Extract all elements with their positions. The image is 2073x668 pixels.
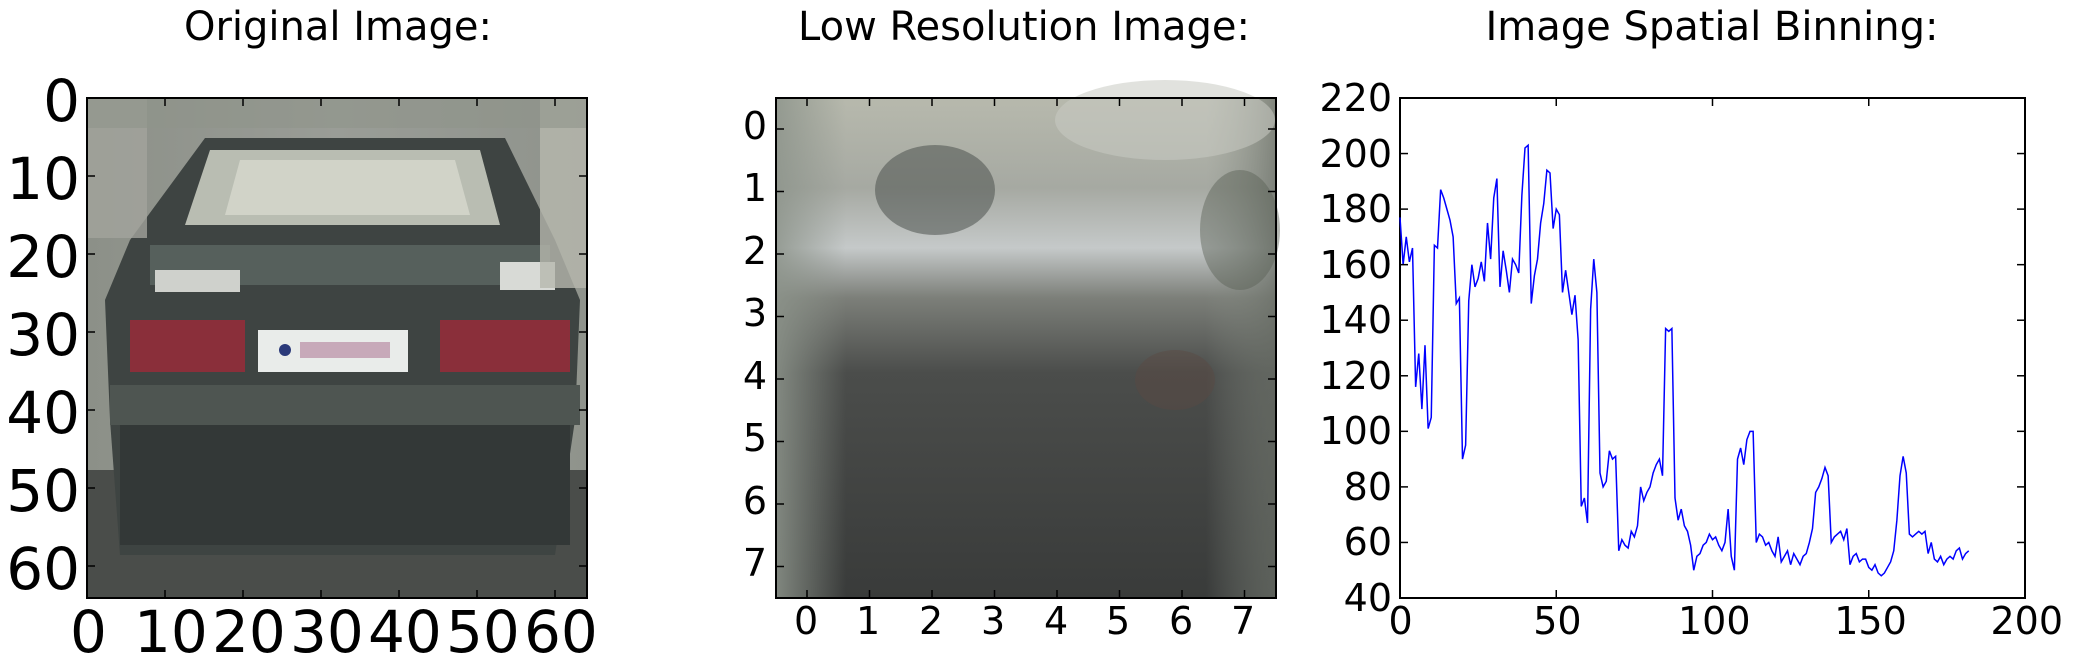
- lowres-y-tick: 1: [742, 166, 767, 210]
- lowres-y-tick: 7: [742, 541, 767, 585]
- lowres-x-tick: 7: [1231, 599, 1256, 643]
- spatial-binning-frame: [1399, 97, 2026, 599]
- image-tick-marks: [86, 97, 2026, 599]
- original-x-tick: 40: [368, 598, 442, 666]
- lowres-x-tick: 3: [981, 599, 1006, 643]
- spatial-binning-title: Image Spatial Binning:: [1485, 4, 1939, 50]
- binning-y-tick: 60: [1343, 520, 1392, 565]
- original-image: [87, 98, 587, 598]
- binning-x-tick: 150: [1834, 599, 1907, 643]
- lowres-y-tick: 0: [742, 104, 767, 148]
- original-y-tick: 30: [6, 301, 80, 369]
- binning-y-tick: 40: [1343, 576, 1392, 620]
- binning-x-tick: 50: [1533, 599, 1582, 643]
- series-line: [1399, 143, 1970, 577]
- original-x-tick: 20: [212, 598, 286, 666]
- low-resolution-image: [776, 80, 1280, 598]
- lowres-x-tick: 5: [1106, 599, 1131, 643]
- binning-x-tick: 200: [1990, 599, 2064, 643]
- original-y-tick: 0: [43, 67, 80, 135]
- original-x-tick: 10: [134, 598, 208, 666]
- binning-y-tick: 140: [1319, 298, 1392, 343]
- binning-y-tick: 160: [1319, 242, 1392, 287]
- lowres-x-tick: 1: [856, 599, 881, 643]
- original-y-tick: 20: [6, 223, 80, 291]
- low-resolution-image-title: Low Resolution Image:: [798, 4, 1250, 50]
- original-image-title: Original Image:: [184, 4, 492, 50]
- binning-x-tick: 100: [1678, 599, 1751, 643]
- lowres-x-tick: 6: [1169, 599, 1194, 643]
- lowres-y-tick: 3: [742, 291, 767, 335]
- original-x-tick: 50: [446, 598, 520, 666]
- lowres-x-tick: 0: [794, 599, 819, 643]
- binning-y-tick: 220: [1319, 76, 1392, 120]
- original-image-frame: [86, 97, 588, 599]
- original-y-tick: 10: [6, 145, 80, 213]
- original-x-tick: 30: [290, 598, 364, 666]
- original-y-tick: 50: [6, 457, 80, 525]
- original-x-tick: 0: [70, 598, 107, 666]
- lowres-y-tick: 6: [742, 479, 767, 523]
- original-x-tick: 60: [524, 598, 598, 666]
- lowres-y-tick: 5: [742, 416, 767, 460]
- binning-y-tick: 200: [1319, 131, 1392, 176]
- lowres-y-tick: 4: [742, 354, 767, 398]
- lowres-x-tick: 4: [1044, 599, 1069, 643]
- lowres-x-tick: 2: [919, 599, 944, 643]
- low-resolution-image-frame: [775, 97, 1277, 599]
- binning-y-tick: 80: [1343, 464, 1392, 509]
- binning-y-tick: 100: [1319, 409, 1392, 454]
- binning-y-tick: 180: [1319, 187, 1392, 232]
- original-y-tick: 40: [6, 379, 80, 447]
- spatial-binning-plot: [1399, 97, 2026, 599]
- lowres-y-tick: 2: [742, 229, 767, 273]
- binning-x-tick: 0: [1388, 599, 1413, 643]
- original-y-tick: 60: [6, 535, 80, 603]
- binning-y-tick: 120: [1319, 353, 1392, 398]
